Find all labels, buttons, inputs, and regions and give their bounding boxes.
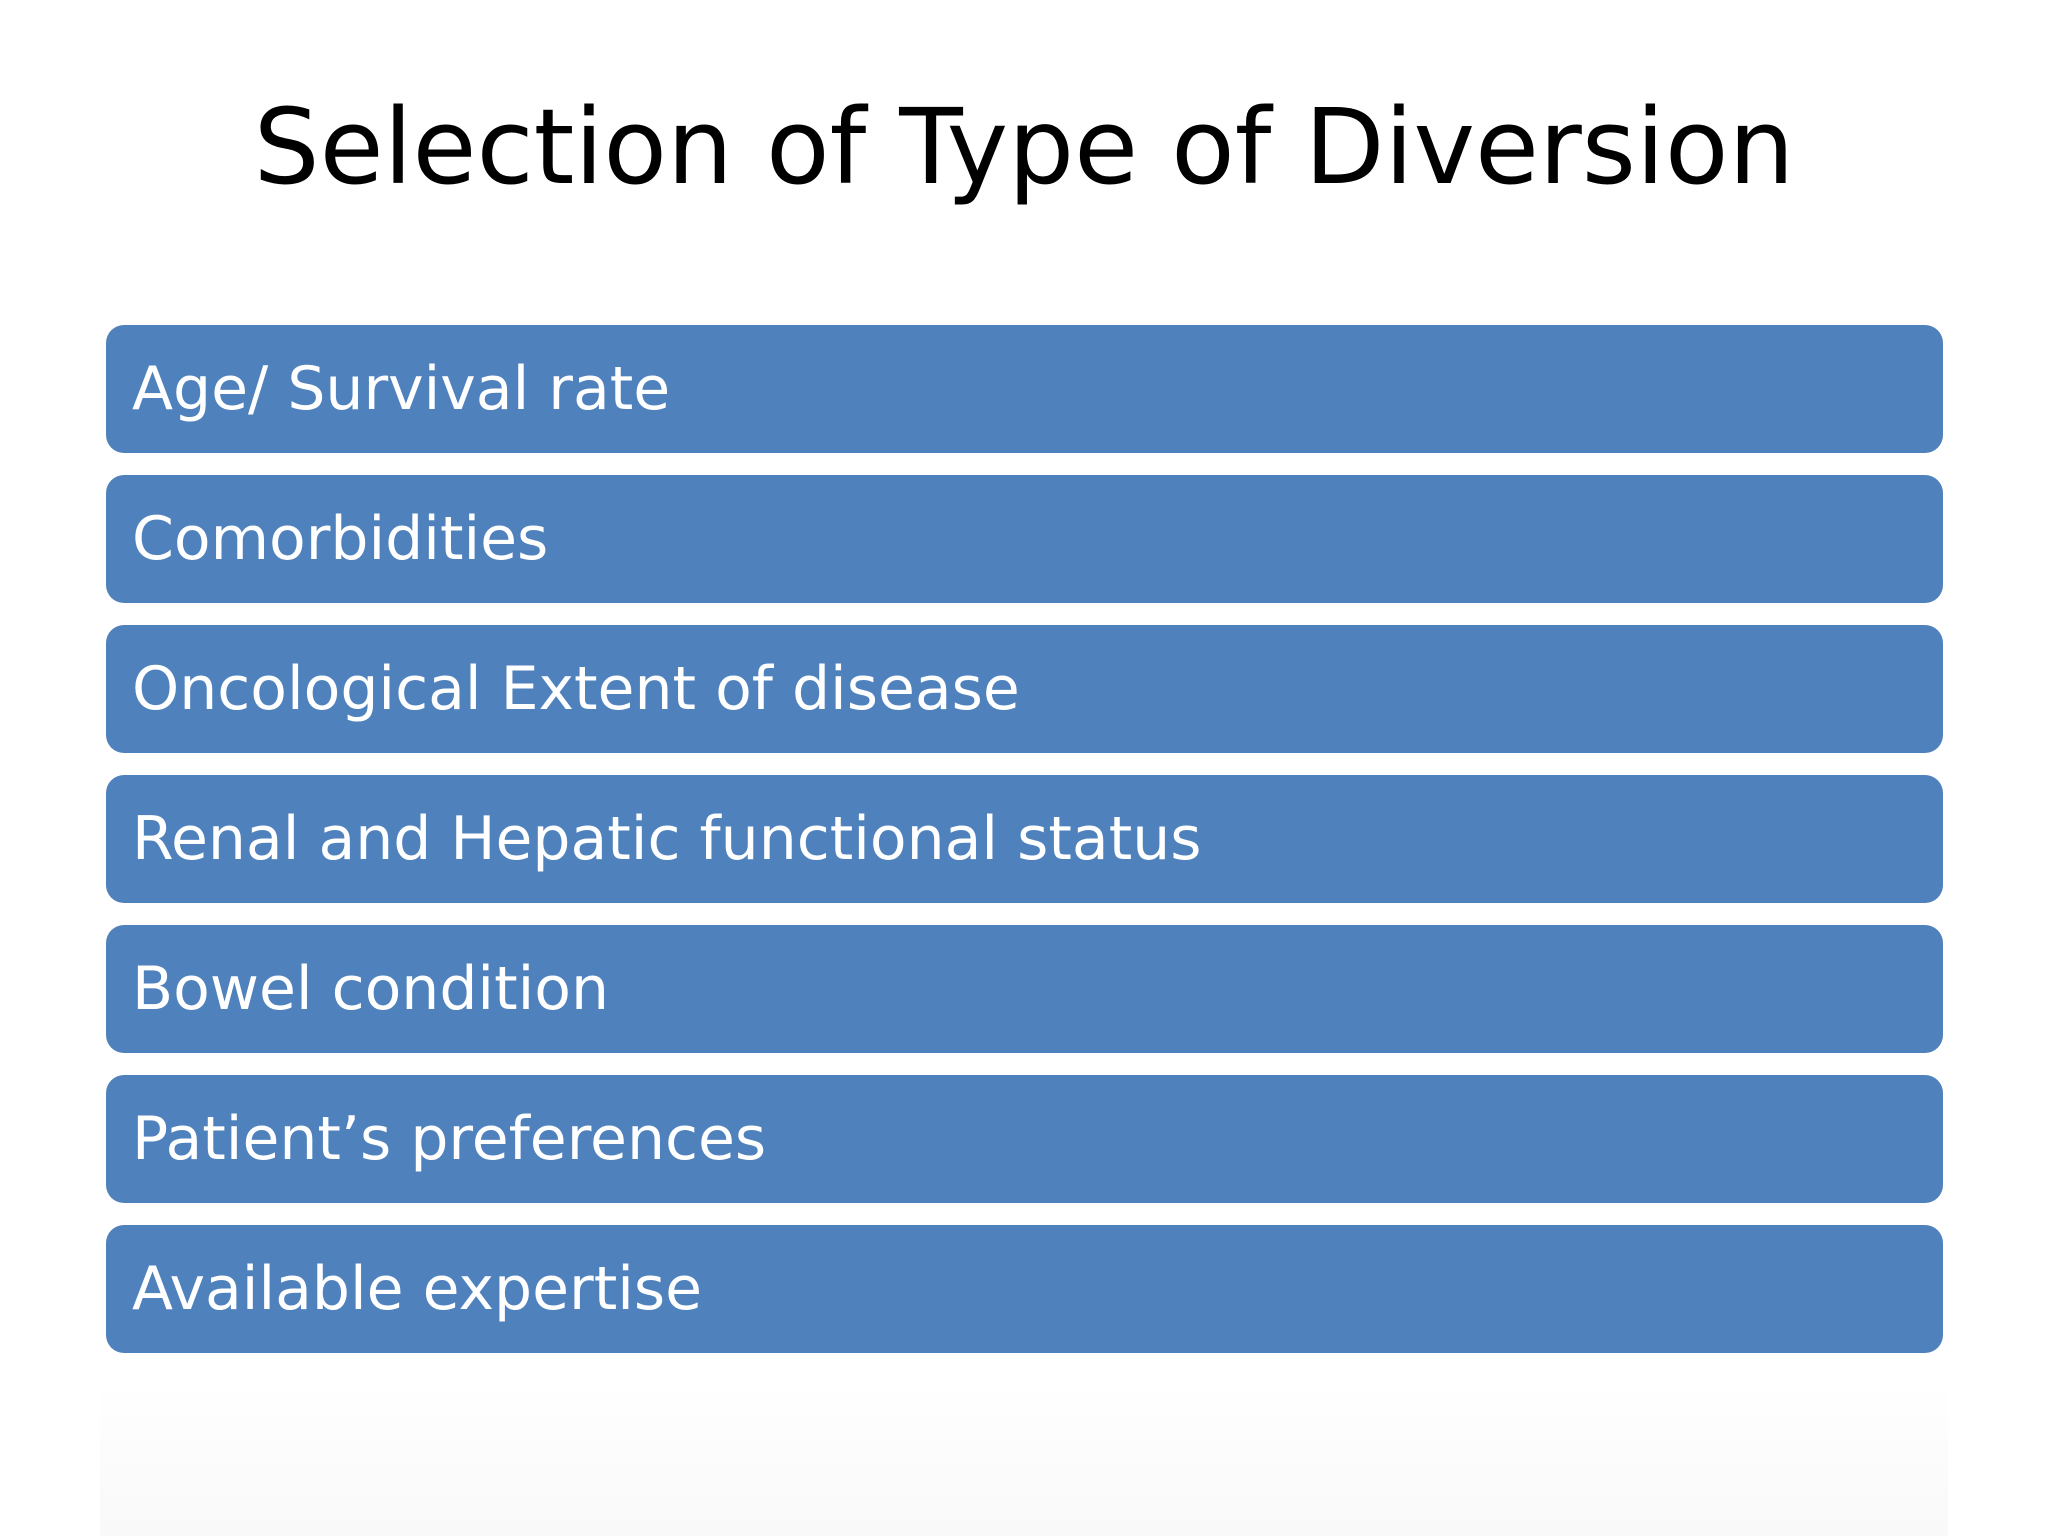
criteria-item-age-survival: Age/ Survival rate: [106, 325, 1943, 453]
criteria-item-bowel-condition: Bowel condition: [106, 925, 1943, 1053]
slide-bottom-shading: [100, 1380, 1948, 1536]
criteria-item-available-expertise: Available expertise: [106, 1225, 1943, 1353]
slide-title: Selection of Type of Diversion: [253, 86, 1795, 208]
criteria-list: Age/ Survival rate Comorbidities Oncolog…: [106, 325, 1943, 1353]
criteria-item-patient-preferences: Patient’s preferences: [106, 1075, 1943, 1203]
criteria-item-comorbidities: Comorbidities: [106, 475, 1943, 603]
criteria-item-oncological-extent: Oncological Extent of disease: [106, 625, 1943, 753]
criteria-item-renal-hepatic-status: Renal and Hepatic functional status: [106, 775, 1943, 903]
